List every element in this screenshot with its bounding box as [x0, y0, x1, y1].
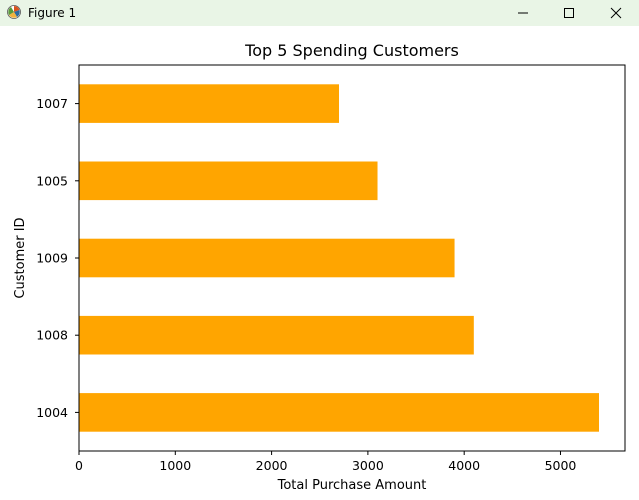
bar-1008 — [79, 315, 474, 355]
close-icon — [610, 7, 622, 19]
matplotlib-figure-icon — [6, 4, 22, 20]
x-tick-label: 2000 — [256, 458, 288, 473]
x-tick-label: 0 — [75, 458, 83, 473]
y-tick-label: 1007 — [36, 96, 68, 111]
chart-title: Top 5 Spending Customers — [244, 41, 459, 60]
window-title: Figure 1 — [28, 6, 77, 20]
bar-1004 — [79, 393, 599, 432]
x-ticks-group: 0 1000 2000 3000 4000 5000 — [75, 451, 576, 473]
y-tick-label: 1009 — [36, 251, 68, 266]
bar-1009 — [79, 238, 455, 278]
maximize-button[interactable] — [546, 0, 592, 26]
close-button[interactable] — [593, 0, 639, 26]
x-tick-label: 1000 — [159, 458, 191, 473]
y-tick-label: 1004 — [36, 405, 68, 420]
x-tick-label: 5000 — [545, 458, 577, 473]
y-tick-label: 1005 — [36, 173, 68, 188]
minimize-icon — [518, 12, 528, 14]
window-titlebar: Figure 1 — [0, 0, 639, 26]
x-tick-label: 4000 — [448, 458, 480, 473]
maximize-icon — [564, 8, 574, 18]
y-axis-label: Customer ID — [13, 217, 28, 298]
bar-1007 — [79, 84, 339, 123]
bar-chart: Top 5 Spending Customers 0 1000 2000 3000 40… — [13, 41, 626, 493]
bar-1005 — [79, 161, 378, 201]
y-ticks-group: 1004 1008 1009 1005 1007 — [36, 96, 79, 420]
bars-group — [79, 84, 599, 432]
y-tick-label: 1008 — [36, 328, 68, 343]
x-axis-label: Total Purchase Amount — [277, 478, 427, 493]
minimize-button[interactable] — [500, 0, 546, 26]
x-tick-label: 3000 — [352, 458, 384, 473]
